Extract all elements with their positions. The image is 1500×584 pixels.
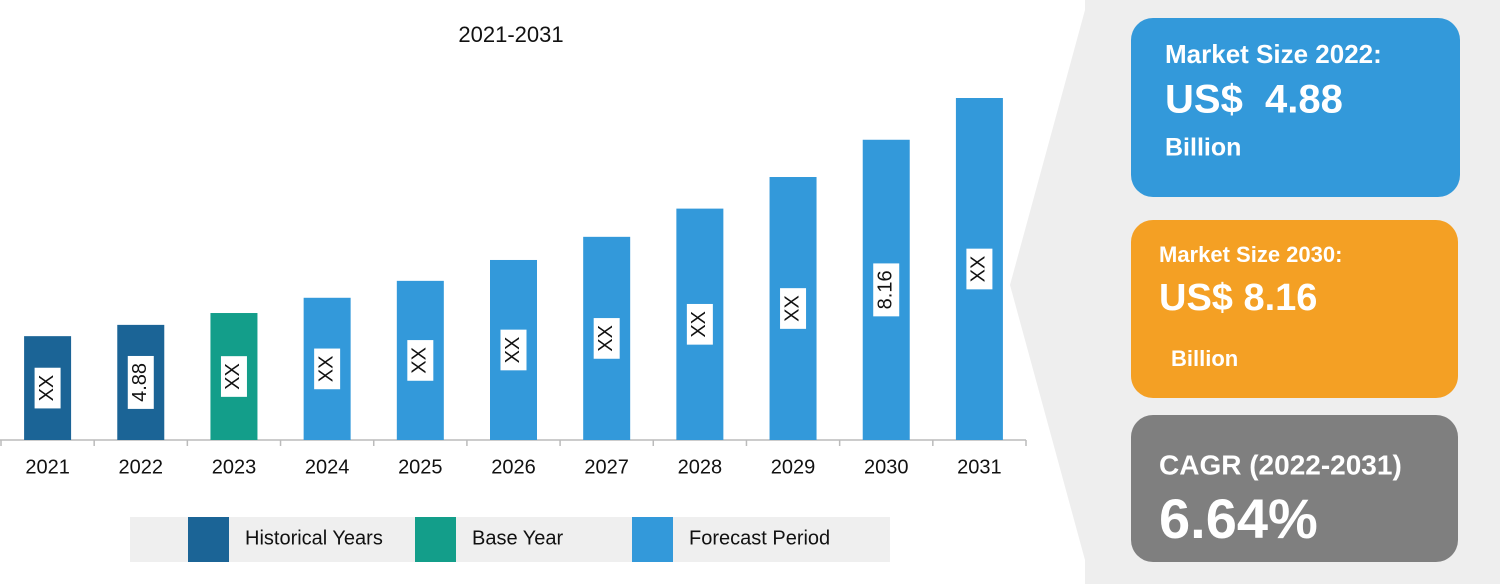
x-tick-label: 2023 xyxy=(212,456,257,478)
info-card xyxy=(1131,18,1460,197)
value-label-box xyxy=(220,356,247,397)
value-label-box xyxy=(966,248,993,290)
value-label: 8.16 xyxy=(875,270,897,309)
x-tick-label: 2025 xyxy=(398,456,443,478)
value-label: 4.88 xyxy=(129,363,151,402)
x-tick-label: 2021 xyxy=(25,456,70,478)
card-title: Market Size 2030: xyxy=(1159,242,1342,267)
value-label-box xyxy=(407,340,434,381)
value-label-box xyxy=(873,263,900,317)
legend-label: Forecast Period xyxy=(689,527,830,549)
legend-swatch xyxy=(632,517,673,562)
card-value: US$ 4.88 xyxy=(1165,78,1343,122)
legend-label: Historical Years xyxy=(245,527,383,549)
card-value: US$ 8.16 xyxy=(1159,277,1317,319)
card-unit: Billion xyxy=(1171,346,1238,371)
value-label: XX xyxy=(502,337,524,364)
legend-swatch xyxy=(188,517,229,562)
value-label-box xyxy=(593,318,620,359)
legend-label: Base Year xyxy=(472,527,564,549)
value-label: XX xyxy=(781,295,803,322)
legend-swatch xyxy=(415,517,456,562)
value-label: XX xyxy=(222,363,244,390)
value-label: XX xyxy=(968,256,990,283)
value-label: XX xyxy=(36,375,58,402)
legend-box xyxy=(130,517,890,562)
x-tick-label: 2029 xyxy=(771,456,816,478)
chart-title: 2021-2031 xyxy=(458,22,563,47)
value-label: XX xyxy=(409,347,431,374)
card-unit: Billion xyxy=(1165,134,1241,162)
x-tick-label: 2031 xyxy=(957,456,1002,478)
value-label-box xyxy=(34,367,61,409)
x-tick-label: 2027 xyxy=(584,456,629,478)
info-card xyxy=(1131,220,1458,398)
value-label-box xyxy=(314,348,341,390)
card-title: Market Size 2022: xyxy=(1165,39,1382,69)
x-tick-label: 2026 xyxy=(491,456,536,478)
value-label: XX xyxy=(688,311,710,338)
value-label: XX xyxy=(315,356,337,383)
value-label-box xyxy=(500,329,527,371)
x-tick-label: 2030 xyxy=(864,456,909,478)
value-label: XX xyxy=(595,325,617,352)
x-tick-label: 2022 xyxy=(119,456,164,478)
x-tick-label: 2024 xyxy=(305,456,350,478)
x-tick-label: 2028 xyxy=(678,456,723,478)
value-label-box xyxy=(127,355,154,409)
info-card xyxy=(1131,415,1458,562)
value-label-box xyxy=(780,288,807,329)
card-value: 6.64% xyxy=(1159,487,1318,550)
value-label-box xyxy=(686,303,713,345)
card-title: CAGR (2022-2031) xyxy=(1159,449,1402,480)
